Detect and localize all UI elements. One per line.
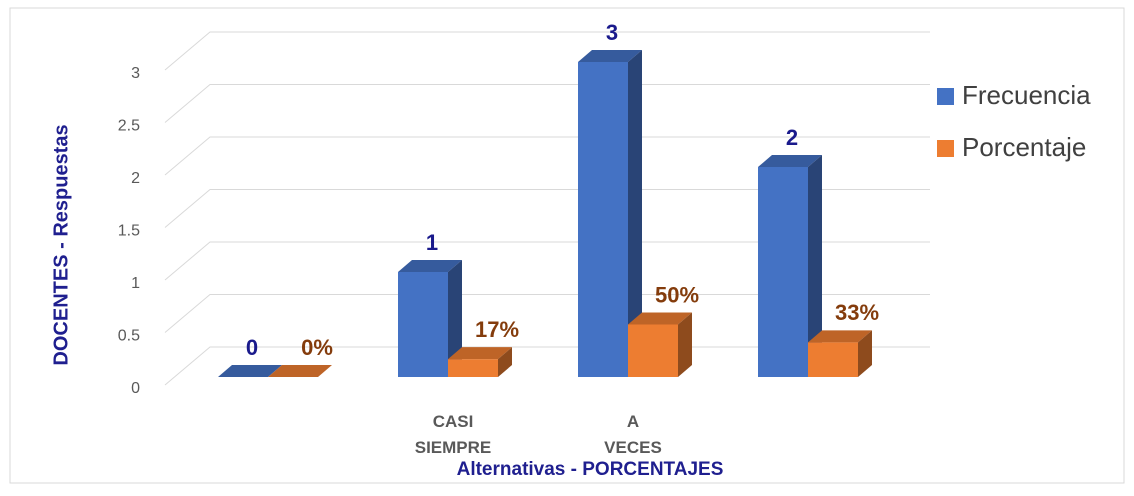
data-label: 50% xyxy=(655,282,699,307)
bar-front xyxy=(398,272,448,377)
grid-line xyxy=(164,241,930,281)
bar-side xyxy=(448,260,462,377)
legend-label: Frecuencia xyxy=(962,80,1091,110)
bar xyxy=(268,365,332,377)
y-tick-label: 2.5 xyxy=(118,118,140,135)
bar-side xyxy=(858,330,872,377)
bar xyxy=(628,312,692,377)
data-label: 3 xyxy=(606,20,618,45)
y-tick-label: 3 xyxy=(131,65,140,82)
x-axis-title: Alternativas - PORCENTAJES xyxy=(457,459,724,480)
bar-front xyxy=(628,324,678,377)
bar xyxy=(758,155,822,377)
bar-top xyxy=(398,260,462,272)
bar-top xyxy=(448,347,512,360)
bar xyxy=(578,50,642,377)
data-label: 17% xyxy=(475,317,519,342)
y-tick-label: 1 xyxy=(131,275,140,292)
y-axis-title: DOCENTES - Respuestas xyxy=(50,124,72,365)
data-label: 0% xyxy=(301,335,333,360)
data-label: 33% xyxy=(835,300,879,325)
bar-top xyxy=(808,330,872,343)
bar-front xyxy=(808,342,858,377)
legend-swatch xyxy=(937,140,954,157)
bar xyxy=(448,347,512,377)
grid-line xyxy=(164,84,930,123)
legend-swatch xyxy=(937,88,954,105)
chart-frame xyxy=(9,7,1125,484)
x-tick-label: CASI SIEMPRE xyxy=(415,412,492,457)
x-tick-label: A VECES xyxy=(604,412,662,457)
x-tick-label-line: A xyxy=(627,412,639,431)
data-label: 2 xyxy=(786,125,798,150)
y-tick-label: 2 xyxy=(131,170,140,187)
bar-side xyxy=(628,50,642,377)
legend-label: Porcentaje xyxy=(962,132,1086,162)
bar-top xyxy=(268,365,332,377)
data-label: 0 xyxy=(246,335,258,360)
grid-line xyxy=(164,294,930,333)
bar xyxy=(398,260,462,377)
bar-top xyxy=(578,50,642,62)
y-tick-label: 1.5 xyxy=(118,223,140,240)
bar-top xyxy=(218,365,282,377)
grid-line xyxy=(164,136,930,176)
bar-top xyxy=(758,155,822,167)
bar-side xyxy=(808,155,822,377)
bar-front xyxy=(448,359,498,377)
bar xyxy=(218,365,282,377)
bar-top xyxy=(628,312,692,325)
x-tick-label-line: VECES xyxy=(604,438,662,457)
data-label: 1 xyxy=(426,230,438,255)
bar xyxy=(808,330,872,377)
bar-side xyxy=(498,347,512,377)
bar-front xyxy=(758,167,808,377)
y-tick-label: 0 xyxy=(131,380,140,397)
x-tick-label-line: CASI xyxy=(433,412,474,431)
y-tick-label: 0.5 xyxy=(118,328,140,345)
grid-line xyxy=(164,31,930,71)
grid-line xyxy=(164,189,930,228)
bar-front xyxy=(578,62,628,377)
bar-side xyxy=(678,312,692,377)
x-tick-label-line: SIEMPRE xyxy=(415,438,492,457)
